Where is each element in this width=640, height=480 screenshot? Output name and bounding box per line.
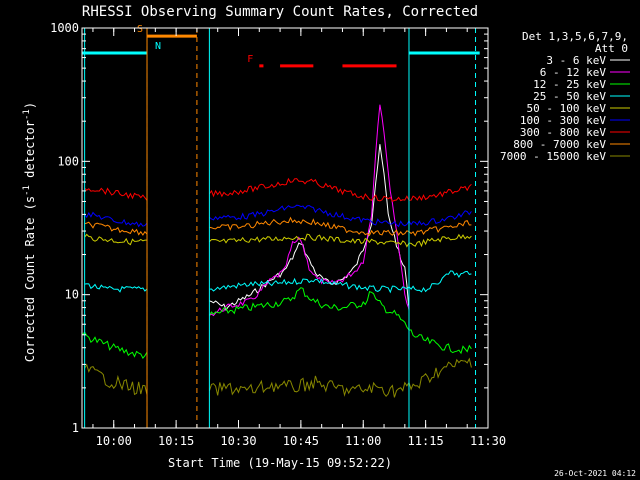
plot-area: S N F — [82, 24, 480, 428]
x-tick-label: 11:30 — [470, 434, 506, 448]
y-tick-label: 10 — [65, 288, 79, 302]
series-line — [84, 187, 148, 201]
x-tick-label: 11:15 — [408, 434, 444, 448]
series-line — [209, 216, 472, 237]
x-tick-label: 11:00 — [345, 434, 381, 448]
series-line — [82, 331, 148, 360]
series-line — [84, 221, 148, 236]
x-axis-label: Start Time (19-May-15 09:52:22) — [168, 456, 392, 470]
legend-entry: 100 - 300 keV — [520, 114, 606, 127]
legend-header: Att 0 — [595, 42, 628, 55]
legend-entry: 50 - 100 keV — [527, 102, 607, 115]
series-line — [84, 233, 147, 246]
series-line — [208, 287, 472, 355]
series-line — [209, 104, 410, 317]
y-axis-label: Corrected Count Rate (s-1 detector-1) — [22, 102, 37, 362]
series-line — [209, 204, 472, 228]
series-line — [84, 363, 148, 396]
legend-entry: 7000 - 15000 keV — [500, 150, 606, 163]
legend-entry: 6 - 12 keV — [540, 66, 607, 79]
y-tick-label: 1000 — [50, 21, 79, 35]
y-axis-label-part: Corrected Count Rate (s — [23, 196, 37, 362]
legend-header: Det 1,3,5,6,7,9, — [522, 30, 628, 43]
footer-date: 26-Oct-2021 04:12 — [554, 469, 636, 478]
axes: 1 10 100 1000 10:00 10:15 10:30 10:45 11:00 11:15… — [50, 21, 506, 448]
x-tick-label: 10:00 — [96, 434, 132, 448]
legend-entry: 3 - 6 keV — [546, 54, 606, 67]
series-line — [209, 270, 472, 294]
y-axis-label-part: -1 — [22, 185, 32, 196]
series-line — [209, 144, 410, 311]
state-bar-label: S — [137, 24, 143, 35]
state-bar-label: F — [247, 54, 253, 65]
chart-title: RHESSI Observing Summary Count Rates, Co… — [82, 4, 478, 20]
x-tick-label: 10:30 — [220, 434, 256, 448]
legend-entry: 12 - 25 keV — [533, 78, 606, 91]
legend-entry: 300 - 800 keV — [520, 126, 606, 139]
series-line — [208, 177, 472, 202]
y-axis-label-part: ) — [23, 102, 37, 109]
y-axis-label-part: detector — [23, 120, 37, 185]
y-axis-label-part: -1 — [22, 109, 32, 120]
state-bar-label: N — [155, 41, 161, 52]
x-tick-label: 10:45 — [283, 434, 319, 448]
y-tick-label: 1 — [72, 421, 79, 435]
x-tick-label: 10:15 — [158, 434, 194, 448]
plot-frame — [81, 27, 489, 429]
series-line — [208, 357, 472, 398]
y-tick-label: 100 — [57, 154, 79, 168]
legend-entry: 25 - 50 keV — [533, 90, 606, 103]
legend-entry: 800 - 7000 keV — [513, 138, 606, 151]
series-line — [84, 283, 148, 293]
series-line — [209, 233, 472, 248]
series-line — [84, 211, 148, 228]
